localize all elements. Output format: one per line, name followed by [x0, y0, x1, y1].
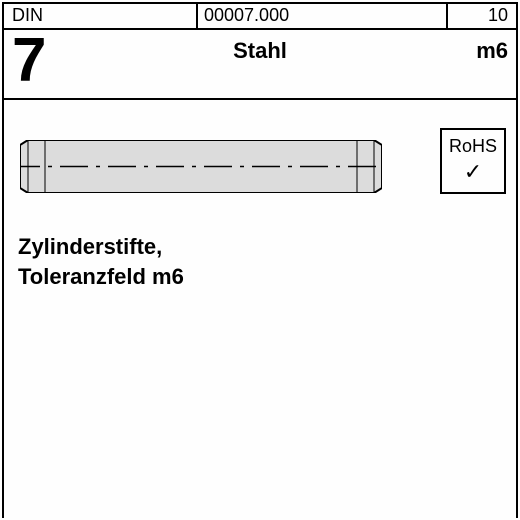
- pin-drawing: [20, 140, 382, 193]
- header-row1-line: [2, 28, 518, 30]
- header-partno: 00007.000: [204, 5, 289, 26]
- header-row2-line: [2, 98, 518, 100]
- header-material: Stahl: [0, 38, 520, 64]
- header-tolerance: m6: [476, 38, 508, 64]
- rohs-check-icon: ✓: [442, 159, 504, 185]
- header-col2-div: [446, 2, 448, 30]
- header-col1-div: [196, 2, 198, 30]
- header-qty: 10: [488, 5, 508, 26]
- frame-right: [516, 2, 518, 518]
- description-line2: Toleranzfeld m6: [18, 264, 184, 290]
- rohs-label: RoHS: [442, 136, 504, 157]
- description-line1: Zylinderstifte,: [18, 234, 162, 260]
- rohs-badge: RoHS ✓: [440, 128, 506, 194]
- frame-left: [2, 2, 4, 518]
- header-din: DIN: [12, 5, 43, 26]
- frame-top: [2, 2, 518, 4]
